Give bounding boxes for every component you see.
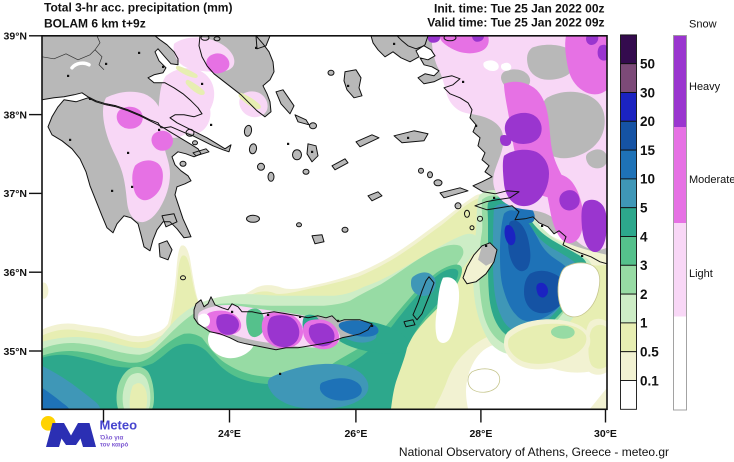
svg-text:4: 4	[640, 229, 648, 244]
svg-text:Light: Light	[689, 268, 713, 280]
svg-text:BOLAM 6 km t+9z: BOLAM 6 km t+9z	[44, 17, 146, 31]
svg-text:Moderate: Moderate	[689, 174, 734, 186]
svg-text:2: 2	[640, 287, 648, 302]
svg-text:0.5: 0.5	[640, 345, 659, 360]
svg-text:5: 5	[640, 201, 648, 216]
svg-text:10: 10	[640, 172, 655, 187]
svg-text:Όλο για: Όλο για	[99, 434, 123, 442]
svg-text:3: 3	[640, 258, 648, 273]
svg-text:National Observatory of Athens: National Observatory of Athens, Greece -…	[399, 445, 669, 459]
svg-text:15: 15	[640, 143, 656, 158]
svg-text:24°E: 24°E	[218, 428, 241, 440]
svg-text:39°N: 39°N	[4, 30, 27, 42]
svg-text:Init. time: Tue 25 Jan 2022 00: Init. time: Tue 25 Jan 2022 00z	[434, 2, 605, 16]
svg-text:Meteo: Meteo	[100, 418, 138, 433]
svg-text:1: 1	[640, 316, 648, 331]
svg-text:38°N: 38°N	[4, 109, 27, 121]
svg-text:37°N: 37°N	[4, 188, 27, 200]
svg-text:Valid time: Tue 25 Jan 2022 09: Valid time: Tue 25 Jan 2022 09z	[427, 16, 604, 30]
svg-text:30°E: 30°E	[594, 428, 617, 440]
svg-text:35°N: 35°N	[4, 346, 27, 358]
svg-text:0.1: 0.1	[640, 373, 659, 388]
svg-text:28°E: 28°E	[469, 428, 492, 440]
svg-text:τον καιρό: τον καιρό	[100, 442, 129, 449]
svg-text:Heavy: Heavy	[689, 81, 721, 93]
svg-text:36°N: 36°N	[4, 267, 27, 279]
svg-text:Snow: Snow	[689, 19, 717, 31]
svg-text:26°E: 26°E	[344, 428, 367, 440]
svg-text:50: 50	[640, 57, 655, 72]
svg-text:20: 20	[640, 114, 655, 129]
svg-text:30: 30	[640, 85, 655, 100]
svg-text:Total 3-hr acc. precipitation: Total 3-hr acc. precipitation (mm)	[44, 1, 232, 15]
